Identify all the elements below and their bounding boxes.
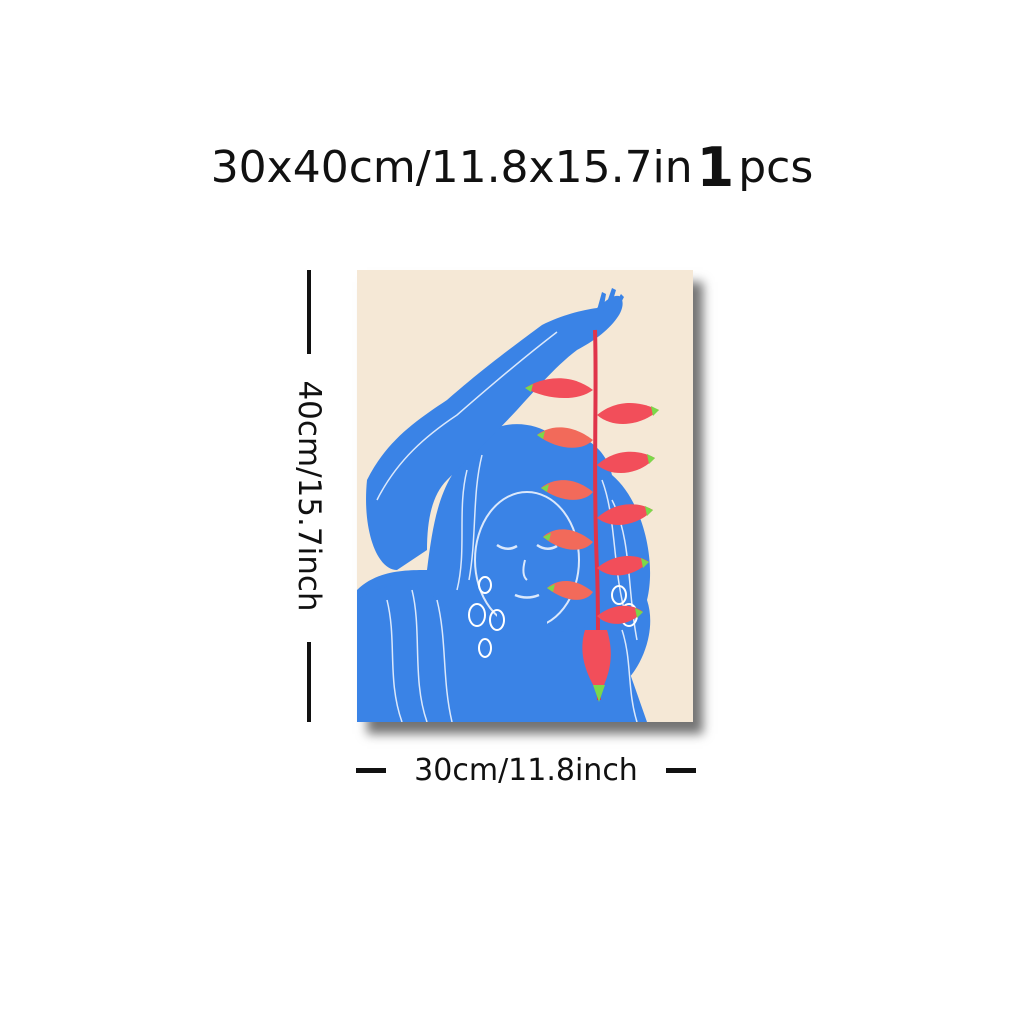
size-text: 30x40cm/11.8x15.7in — [210, 142, 693, 193]
eye-left-line — [496, 543, 518, 550]
nose-line — [522, 559, 528, 581]
width-dimension-line-left — [356, 768, 386, 773]
width-dimension-label: 30cm/11.8inch — [414, 753, 638, 788]
width-dimension-line-right — [666, 768, 696, 773]
arm-outline-line — [376, 331, 558, 501]
heliconia-flower — [525, 378, 659, 702]
height-dimension-line-bottom — [307, 642, 311, 722]
earring-left — [468, 576, 505, 658]
canvas-artwork — [357, 270, 693, 722]
artwork-illustration — [357, 270, 693, 722]
neck-shape — [497, 610, 547, 660]
face-shape — [474, 491, 580, 629]
quantity-number: 1 — [696, 136, 735, 199]
mouth-line — [514, 593, 540, 599]
height-dimension-line-top — [307, 270, 311, 354]
product-size-headline: 30x40cm/11.8x15.7in1pcs — [0, 136, 1024, 196]
raised-arm-shape — [366, 295, 623, 570]
height-label-text: 40cm/15.7inch — [291, 380, 327, 612]
quantity-unit: pcs — [738, 142, 814, 193]
fingers-shape — [597, 288, 624, 312]
eye-right-line — [536, 543, 558, 550]
